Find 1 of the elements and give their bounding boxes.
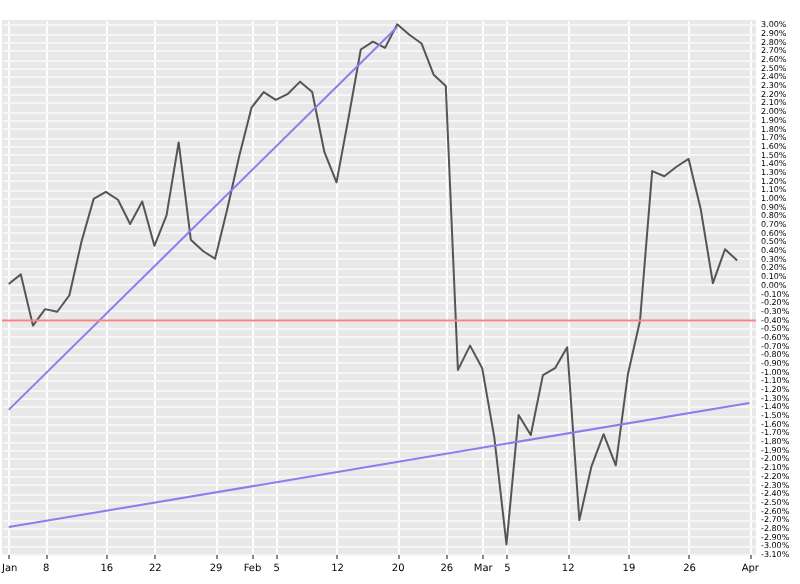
line-series <box>7 23 739 546</box>
